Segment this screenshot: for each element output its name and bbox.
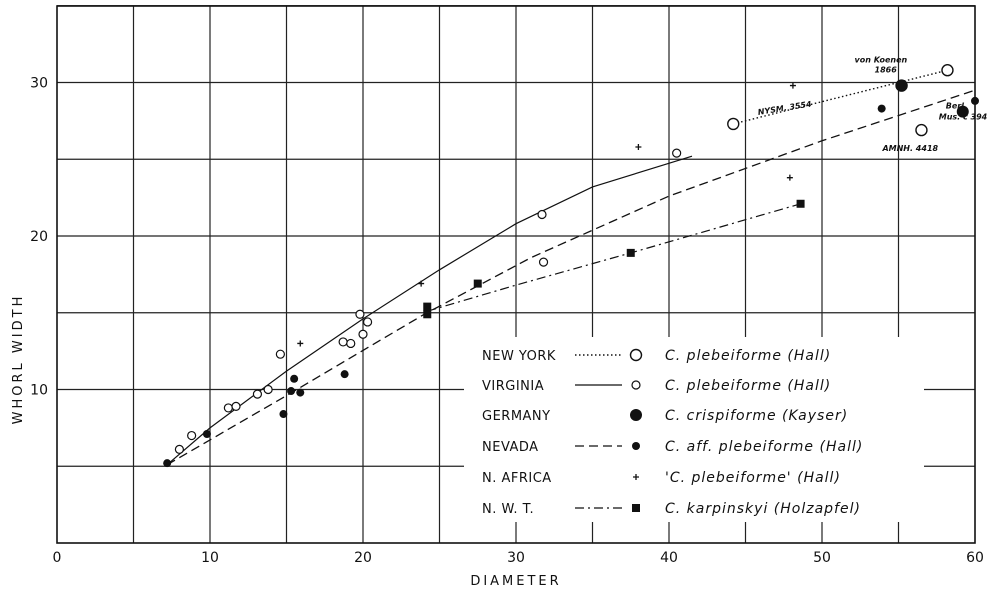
x-tick-label: 30 bbox=[507, 550, 525, 566]
fit-lines bbox=[166, 69, 976, 466]
point-virginia bbox=[362, 317, 373, 327]
annotation-label: von Koenen bbox=[855, 56, 908, 65]
fit-line-new-york bbox=[733, 69, 948, 125]
point-virginia bbox=[231, 401, 241, 411]
point-virginia bbox=[355, 309, 365, 319]
legend-marker bbox=[631, 380, 641, 390]
point-nevada bbox=[877, 104, 886, 113]
point-n-w-t bbox=[796, 199, 805, 208]
point-n-w-t bbox=[473, 279, 482, 288]
point-new-york bbox=[727, 117, 740, 131]
legend-box bbox=[464, 337, 924, 522]
legend-region-label: GERMANY bbox=[482, 409, 551, 424]
legend-region-label: N. W. T. bbox=[482, 502, 534, 517]
legend-region-label: N. AFRICA bbox=[482, 471, 552, 486]
legend-marker bbox=[633, 474, 639, 480]
legend-region-label: NEW YORK bbox=[482, 349, 556, 364]
fit-line-n-w-t bbox=[427, 203, 801, 312]
point-n-africa bbox=[635, 143, 642, 150]
data-points bbox=[163, 64, 979, 468]
annotation-label: Mus. c 394 bbox=[939, 113, 988, 122]
legend-species-label: C. crispiforme (Kayser) bbox=[665, 408, 848, 424]
legend-marker bbox=[629, 348, 643, 362]
y-tick-label: 20 bbox=[30, 229, 48, 245]
legend-species-label: C. plebeiforme (Hall) bbox=[665, 378, 831, 394]
point-nevada bbox=[202, 430, 211, 439]
point-nevada bbox=[287, 387, 296, 396]
point-nevada bbox=[296, 388, 305, 397]
legend-species-label: 'C. plebeiforme' (Hall) bbox=[665, 470, 841, 486]
fit-line-virginia bbox=[166, 155, 693, 466]
point-new-york bbox=[941, 64, 954, 77]
y-tick-label: 10 bbox=[30, 383, 48, 399]
plot-frame bbox=[56, 5, 976, 544]
point-new-york bbox=[915, 123, 928, 137]
legend-marker bbox=[632, 504, 640, 512]
point-virginia bbox=[174, 444, 184, 454]
point-virginia bbox=[187, 430, 197, 441]
point-virginia bbox=[263, 384, 273, 395]
point-virginia bbox=[358, 329, 368, 339]
point-n-w-t bbox=[423, 310, 432, 319]
legend-marker bbox=[632, 442, 640, 450]
point-n-africa bbox=[789, 82, 796, 89]
axes bbox=[56, 5, 976, 544]
legend: NEW YORK C. plebeiforme (Hall) VIRGINIA C. … bbox=[464, 337, 924, 522]
point-virginia bbox=[275, 349, 285, 359]
point-germany bbox=[895, 79, 908, 92]
x-tick-label: 10 bbox=[201, 550, 219, 566]
point-n-w-t bbox=[423, 302, 432, 311]
tick-labels: 0 10 20 30 40 50 60 10 20 30 bbox=[30, 76, 984, 567]
annotation-label: AMNH. 4418 bbox=[881, 144, 938, 153]
point-virginia bbox=[537, 209, 547, 220]
point-virginia bbox=[538, 257, 549, 267]
point-n-africa bbox=[786, 174, 793, 181]
annotation-label: NYSM. 3554 bbox=[757, 99, 812, 116]
x-tick-label: 20 bbox=[354, 550, 372, 566]
point-nevada bbox=[290, 374, 299, 383]
legend-species-label: C. karpinskyi (Holzapfel) bbox=[665, 501, 861, 517]
point-n-africa bbox=[418, 280, 425, 287]
x-axis-label: DIAMETER bbox=[470, 574, 561, 589]
legend-species-label: C. plebeiforme (Hall) bbox=[665, 348, 831, 364]
point-n-africa bbox=[297, 340, 304, 347]
point-nevada bbox=[971, 96, 979, 105]
fit-line-nevada bbox=[166, 89, 976, 466]
point-virginia bbox=[252, 389, 263, 399]
legend-region-label: VIRGINIA bbox=[482, 379, 544, 394]
annotation-label: Berl. bbox=[946, 102, 967, 111]
y-axis-label: WHORL WIDTH bbox=[11, 294, 26, 425]
point-virginia bbox=[338, 337, 348, 347]
point-nevada bbox=[163, 459, 172, 468]
point-virginia bbox=[223, 403, 233, 413]
x-tick-label: 50 bbox=[813, 550, 831, 566]
legend-marker bbox=[630, 409, 642, 421]
point-n-w-t bbox=[626, 248, 635, 257]
x-tick-label: 0 bbox=[53, 550, 62, 566]
x-tick-label: 40 bbox=[660, 550, 678, 566]
point-nevada bbox=[279, 410, 288, 419]
x-tick-label: 60 bbox=[966, 550, 984, 566]
legend-region-label: NEVADA bbox=[482, 440, 539, 455]
point-germany bbox=[956, 105, 969, 118]
legend-species-label: C. aff. plebeiforme (Hall) bbox=[665, 439, 863, 455]
point-virginia bbox=[346, 338, 356, 349]
point-nevada bbox=[340, 370, 349, 379]
annotation-label: 1866 bbox=[875, 66, 898, 75]
point-virginia bbox=[672, 148, 682, 158]
y-tick-label: 30 bbox=[30, 76, 48, 92]
